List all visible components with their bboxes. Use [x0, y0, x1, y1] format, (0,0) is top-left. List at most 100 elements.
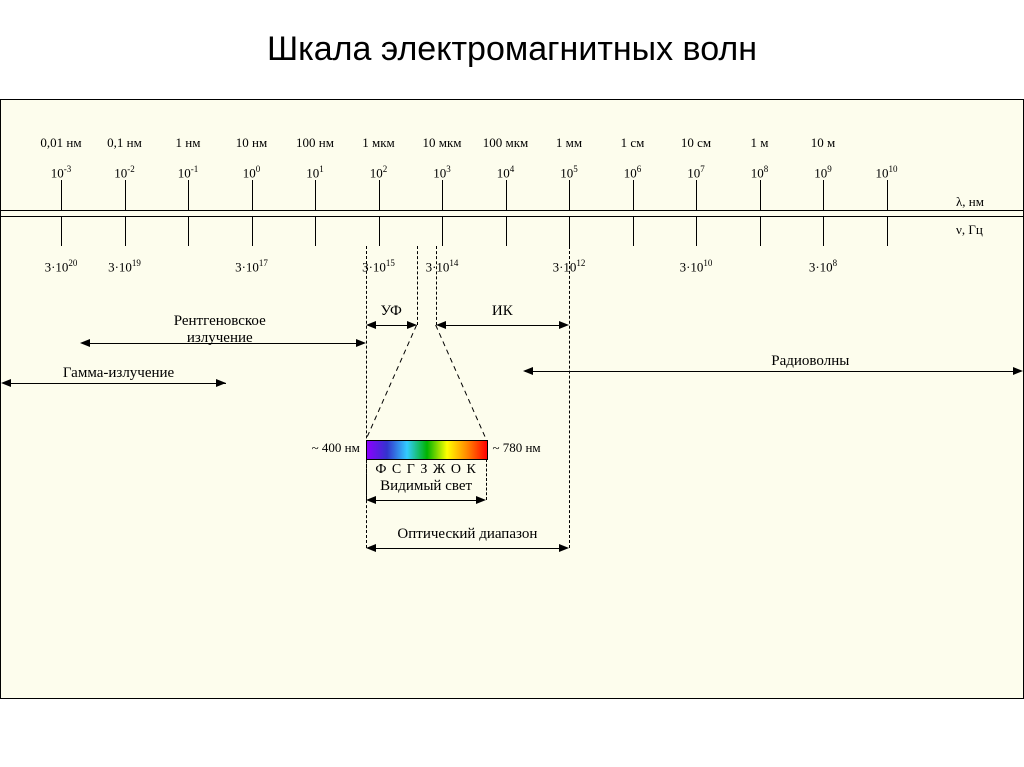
ir-range-arrow-right — [559, 321, 569, 329]
visible-spectrum — [366, 440, 489, 460]
tick-lower — [696, 216, 697, 246]
frequency-label: 3·1019 — [108, 258, 141, 275]
tick-lower — [125, 216, 126, 246]
gamma-range-arrow-left — [1, 379, 11, 387]
wavelength-unit-label: 10 мкм — [422, 135, 461, 151]
visible-range-arrow-right — [476, 496, 486, 504]
dash-vis-left — [366, 459, 367, 500]
lambda-axis-label: λ, нм — [956, 194, 984, 210]
wavelength-power-label: 103 — [433, 164, 451, 181]
xray-range-arrow-right — [356, 339, 366, 347]
wavelength-unit-label: 1 мм — [556, 135, 582, 151]
ir-label: ИК — [492, 303, 513, 320]
dash-uv-right — [417, 246, 418, 325]
optical-range-arrow-right — [559, 544, 569, 552]
tick-upper — [442, 180, 443, 210]
funnel-svg — [1, 100, 1024, 700]
gamma-range-arrow-right — [216, 379, 226, 387]
uv-range-arrow-right — [407, 321, 417, 329]
visible-left-nm: ~ 400 нм — [312, 440, 360, 456]
wavelength-unit-label: 1 нм — [176, 135, 201, 151]
tick-upper — [823, 180, 824, 210]
dash-ir-left — [436, 246, 437, 325]
tick-upper — [315, 180, 316, 210]
wavelength-unit-label: 1 м — [751, 135, 769, 151]
tick-lower — [823, 216, 824, 246]
frequency-label: 3·1017 — [235, 258, 268, 275]
wavelength-unit-label: 10 нм — [236, 135, 267, 151]
radio-range-arrow-right — [1013, 367, 1023, 375]
ir-range-line — [444, 325, 561, 326]
wavelength-unit-label: 10 см — [681, 135, 711, 151]
frequency-label: 3·108 — [809, 258, 837, 275]
frequency-label: 3·1020 — [45, 258, 78, 275]
wavelength-power-label: 10-2 — [114, 164, 135, 181]
wavelength-power-label: 10-1 — [178, 164, 199, 181]
uv-label: УФ — [381, 303, 402, 320]
uv-range-arrow-left — [366, 321, 376, 329]
wavelength-power-label: 105 — [560, 164, 578, 181]
dash-ir-right — [569, 246, 570, 548]
wavelength-unit-label: 1 см — [621, 135, 645, 151]
wavelength-power-label: 1010 — [876, 164, 898, 181]
color-letters: Ф С Г З Ж О К — [375, 462, 477, 478]
tick-lower — [506, 216, 507, 246]
wavelength-power-label: 107 — [687, 164, 705, 181]
tick-lower — [379, 216, 380, 246]
uv-range-line — [374, 325, 409, 326]
wavelength-power-label: 109 — [814, 164, 832, 181]
wavelength-unit-label: 10 м — [811, 135, 835, 151]
tick-lower — [188, 216, 189, 246]
xray-label: Рентгеновское излучение — [174, 313, 266, 347]
tick-lower — [569, 216, 570, 246]
page-title: Шкала электромагнитных волн — [0, 0, 1024, 99]
tick-upper — [188, 180, 189, 210]
frequency-label: 3·1015 — [362, 258, 395, 275]
tick-lower — [887, 216, 888, 246]
wavelength-unit-label: 0,01 нм — [40, 135, 81, 151]
wavelength-power-label: 104 — [497, 164, 515, 181]
optical-label: Оптический диапазон — [397, 526, 537, 543]
visible-range-line — [374, 500, 479, 501]
tick-lower — [61, 216, 62, 246]
visible-right-nm: ~ 780 нм — [492, 440, 540, 456]
tick-upper — [379, 180, 380, 210]
wavelength-unit-label: 0,1 нм — [107, 135, 142, 151]
tick-upper — [887, 180, 888, 210]
frequency-label: 3·1014 — [426, 258, 459, 275]
wavelength-unit-label: 100 нм — [296, 135, 334, 151]
tick-lower — [252, 216, 253, 246]
radio-range-line — [525, 371, 1015, 372]
wavelength-power-label: 106 — [624, 164, 642, 181]
tick-lower — [760, 216, 761, 246]
wavelength-power-label: 10-3 — [51, 164, 72, 181]
wavelength-power-label: 102 — [370, 164, 388, 181]
axis-line-bottom — [1, 216, 1023, 217]
optical-range-arrow-left — [366, 544, 376, 552]
dash-vis-right — [486, 459, 487, 500]
tick-lower — [633, 216, 634, 246]
wavelength-unit-label: 1 мкм — [362, 135, 395, 151]
gamma-range-line — [9, 383, 226, 384]
spectrum-diagram: 10-3 0,01 нм 10-2 0,1 нм 10-1 1 нм 100 10 нм 101… — [0, 99, 1024, 699]
tick-upper — [696, 180, 697, 210]
tick-upper — [125, 180, 126, 210]
radio-label: Радиоволны — [771, 353, 849, 370]
optical-range-line — [374, 548, 561, 549]
visible-label: Видимый свет — [380, 478, 472, 495]
tick-upper — [569, 180, 570, 210]
tick-upper — [506, 180, 507, 210]
tick-lower — [442, 216, 443, 246]
nu-axis-label: ν, Гц — [956, 222, 983, 238]
radio-range-arrow-left — [523, 367, 533, 375]
wavelength-power-label: 101 — [306, 164, 324, 181]
xray-range-arrow-left — [80, 339, 90, 347]
tick-upper — [252, 180, 253, 210]
tick-upper — [760, 180, 761, 210]
frequency-label: 3·1010 — [680, 258, 713, 275]
wavelength-power-label: 100 — [243, 164, 261, 181]
tick-upper — [633, 180, 634, 210]
visible-range-arrow-left — [366, 496, 376, 504]
tick-lower — [315, 216, 316, 246]
ir-range-arrow-left — [436, 321, 446, 329]
